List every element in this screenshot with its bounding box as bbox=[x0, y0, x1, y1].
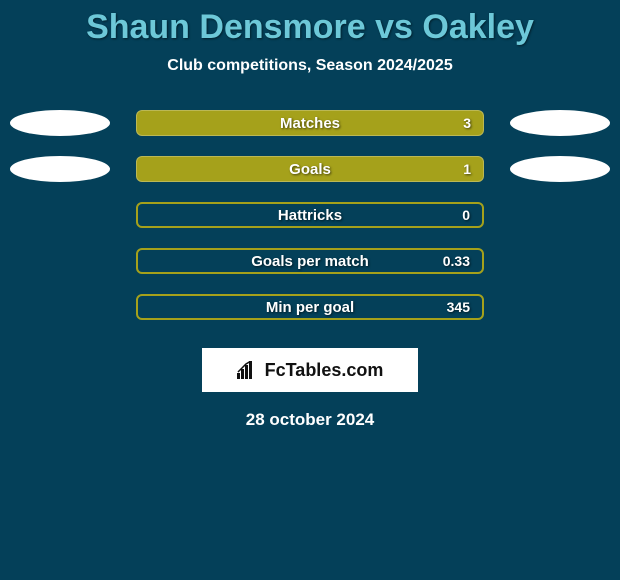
stat-bar: Goals per match 0.33 bbox=[136, 248, 484, 274]
stat-bar: Min per goal 345 bbox=[136, 294, 484, 320]
stat-row: Matches 3 bbox=[10, 110, 610, 136]
stat-value: 345 bbox=[447, 299, 470, 315]
stat-label: Min per goal bbox=[266, 299, 354, 316]
stat-value: 1 bbox=[463, 161, 471, 177]
right-ellipse-icon bbox=[510, 156, 610, 182]
comparison-infographic: Shaun Densmore vs Oakley Club competitio… bbox=[0, 0, 620, 430]
page-subtitle: Club competitions, Season 2024/2025 bbox=[0, 57, 620, 75]
date-label: 28 october 2024 bbox=[0, 410, 620, 430]
stat-label: Goals per match bbox=[251, 253, 369, 270]
stat-row: Hattricks 0 bbox=[10, 202, 610, 228]
bar-chart-icon bbox=[237, 361, 259, 379]
right-ellipse-icon bbox=[510, 110, 610, 136]
stat-value: 3 bbox=[463, 115, 471, 131]
stat-bar: Hattricks 0 bbox=[136, 202, 484, 228]
stat-row: Goals 1 bbox=[10, 156, 610, 182]
stat-value: 0 bbox=[462, 207, 470, 223]
stat-label: Matches bbox=[280, 115, 340, 132]
left-ellipse-icon bbox=[10, 156, 110, 182]
stat-rows: Matches 3 Goals 1 Hattricks 0 Goals bbox=[0, 110, 620, 320]
source-badge: FcTables.com bbox=[202, 348, 418, 392]
stat-row: Min per goal 345 bbox=[10, 294, 610, 320]
stat-bar: Matches 3 bbox=[136, 110, 484, 136]
left-ellipse-icon bbox=[10, 110, 110, 136]
page-title: Shaun Densmore vs Oakley bbox=[0, 8, 620, 47]
stat-bar: Goals 1 bbox=[136, 156, 484, 182]
stat-label: Hattricks bbox=[278, 207, 342, 224]
stat-value: 0.33 bbox=[443, 253, 470, 269]
stat-label: Goals bbox=[289, 161, 331, 178]
stat-row: Goals per match 0.33 bbox=[10, 248, 610, 274]
badge-text: FcTables.com bbox=[265, 360, 384, 381]
